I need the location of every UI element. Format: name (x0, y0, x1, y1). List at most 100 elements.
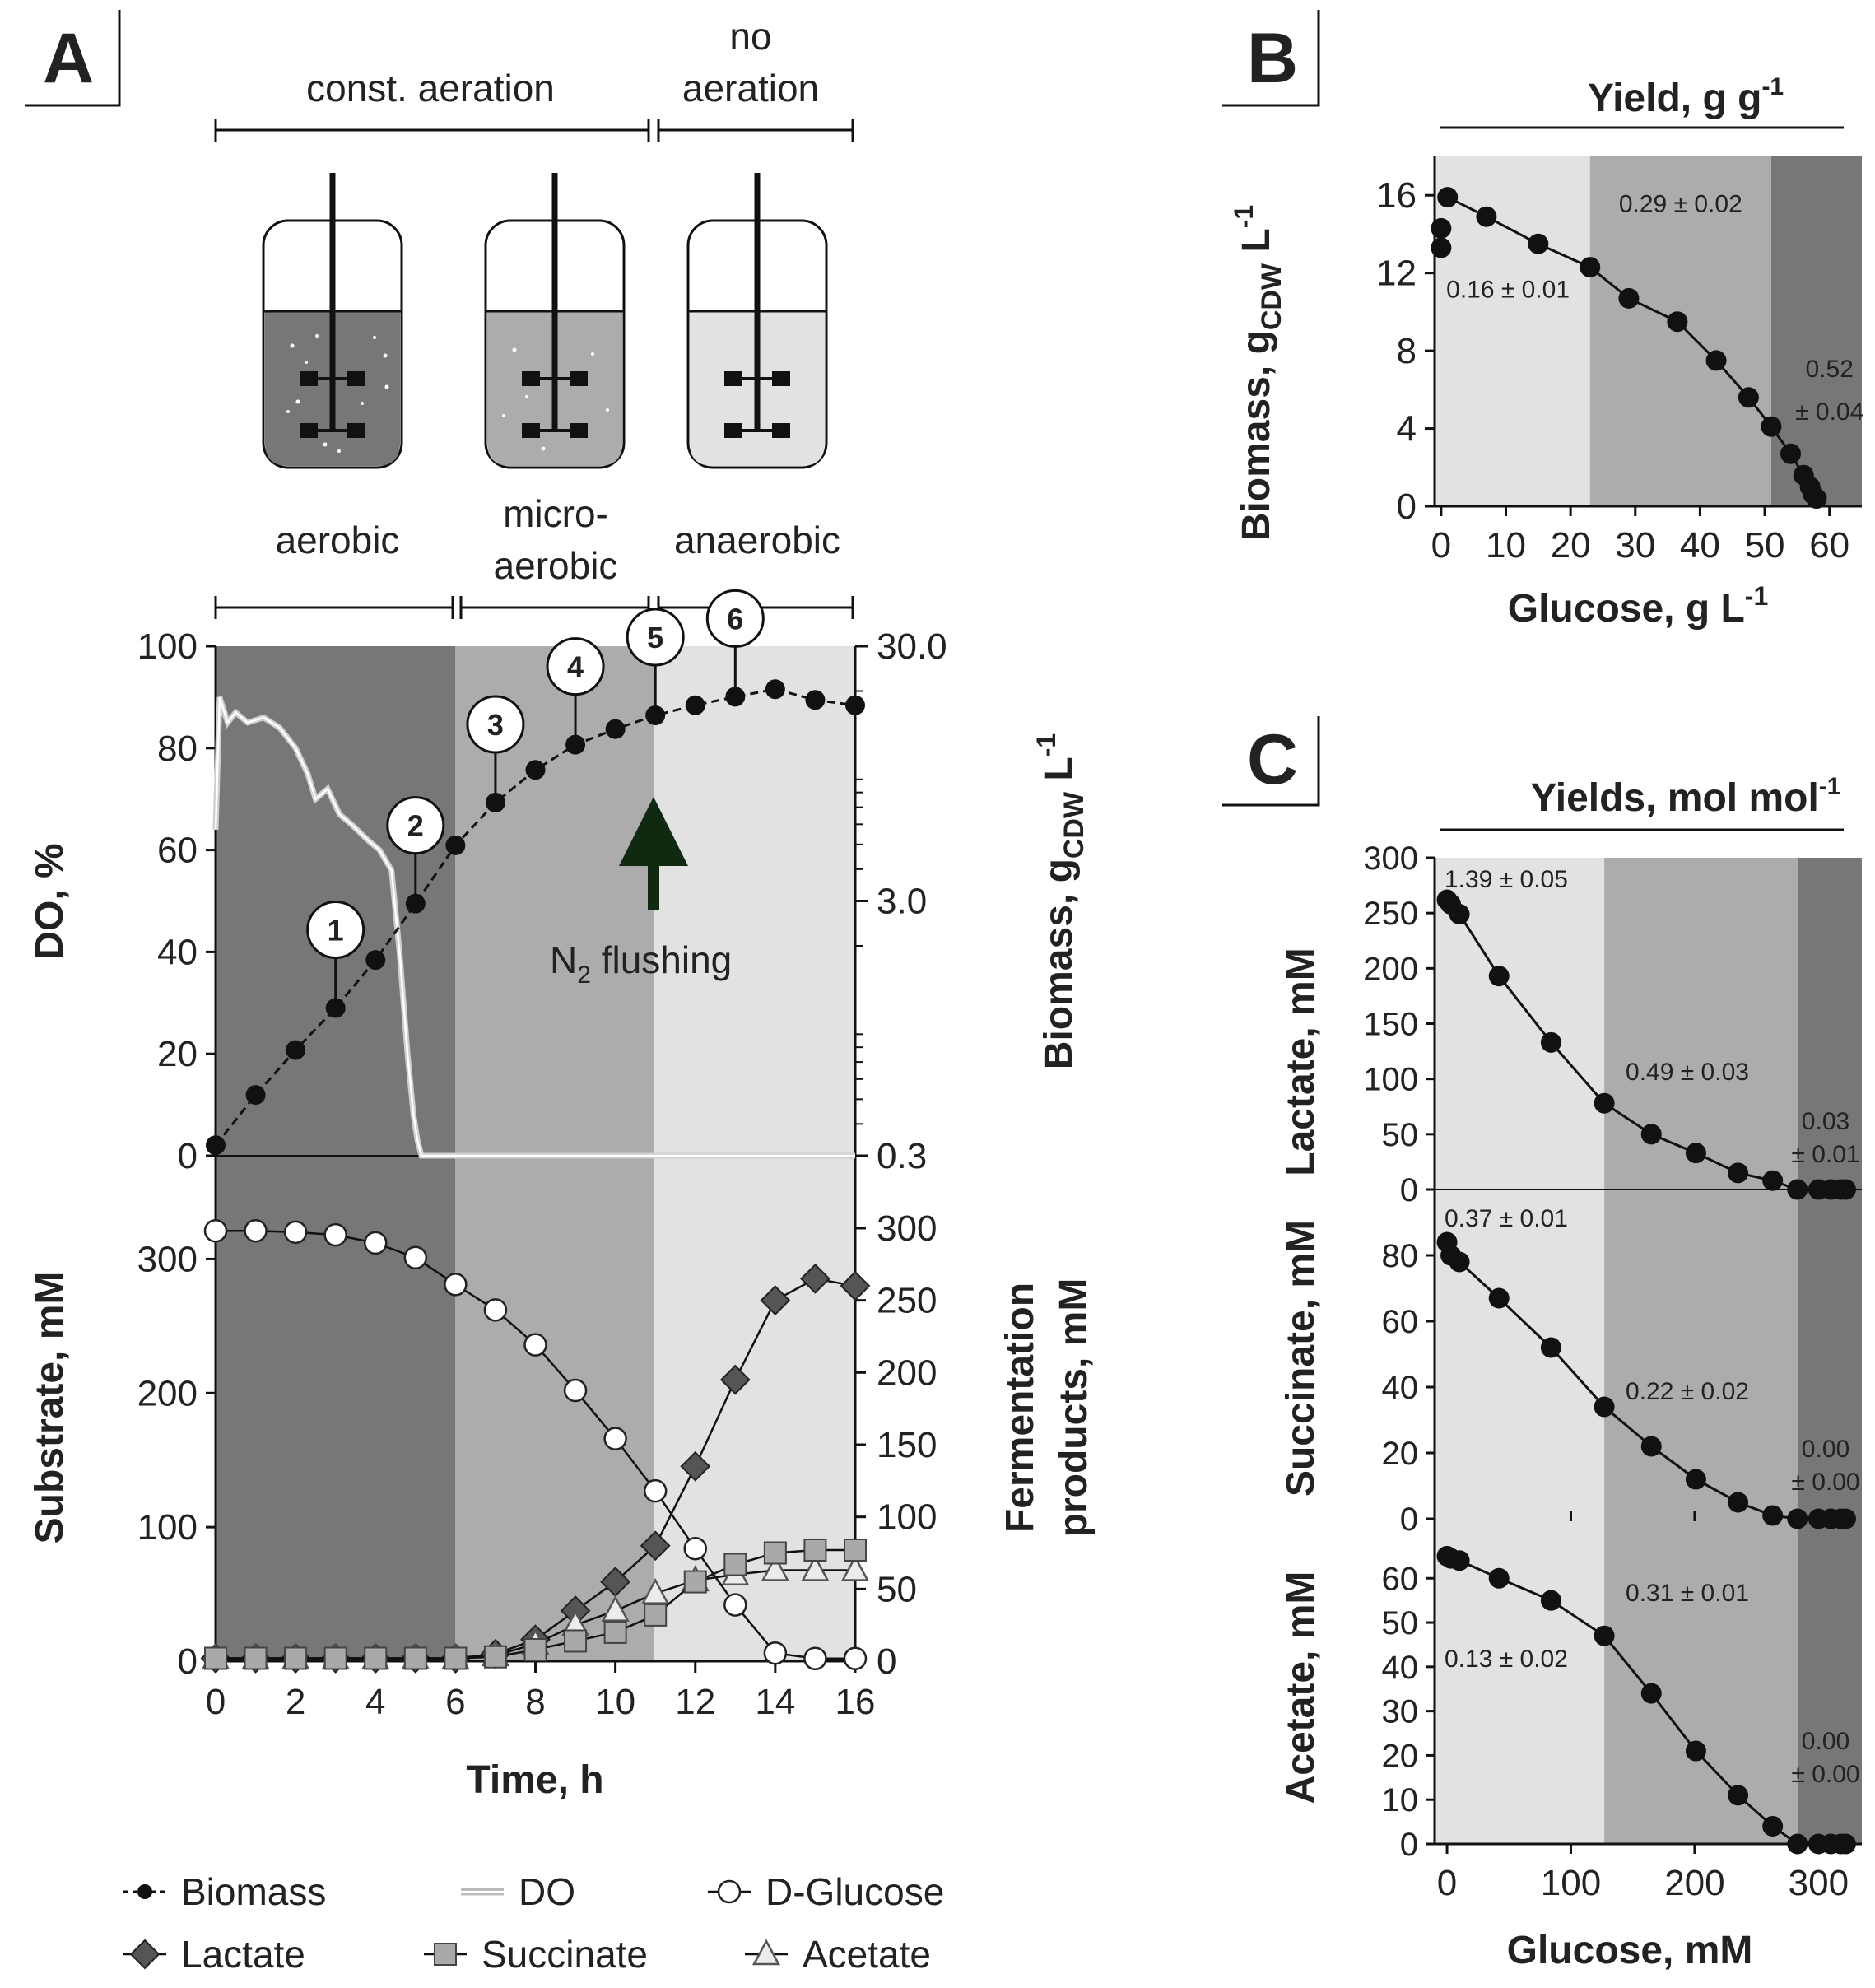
substrate-axis-title: Substrate, mM (28, 1272, 72, 1544)
succinate-point (444, 1646, 468, 1670)
panel-b-x-tick-label: 30 (1615, 525, 1655, 566)
biomass-point (685, 695, 705, 715)
panel-c-y-tick-label: 50 (1382, 1605, 1419, 1641)
glucose-point (843, 1646, 868, 1670)
sample-number: 5 (647, 621, 663, 654)
products-tick-label: 0 (877, 1641, 896, 1682)
panel-c-y-tick-label: 150 (1363, 1007, 1418, 1043)
legend-glucose-marker (717, 1879, 742, 1904)
panel-c-point (1449, 1550, 1470, 1571)
time-tick-label: 4 (365, 1682, 385, 1722)
panel-b-point (1618, 287, 1640, 309)
glucose-point (763, 1641, 788, 1665)
panel-b-y-tick-label: 16 (1376, 175, 1417, 216)
succinate-point (284, 1646, 308, 1670)
glucose-point (683, 1536, 707, 1561)
time-tick-label: 6 (445, 1682, 465, 1722)
glucose-point (403, 1245, 428, 1270)
sample-number: 6 (727, 602, 743, 636)
panel-c-x-title: Glucose, mM (1507, 1929, 1753, 1972)
glucose-point (444, 1273, 468, 1297)
panel-b-x-title: Glucose, g L-1 (1508, 581, 1769, 631)
legend-lactate-marker (129, 1939, 161, 1970)
do-tick-label: 0 (178, 1136, 198, 1176)
glucose-point (523, 1333, 547, 1357)
time-tick-label: 16 (835, 1682, 876, 1722)
panel-a-bottom-plot (200, 1218, 871, 1674)
panel-c-phase-dark (1797, 858, 1862, 1844)
panel-c-yield-label: 0.22 ± 0.02 (1626, 1378, 1749, 1405)
panel-b-x-tick-label: 20 (1551, 525, 1591, 566)
panel-b-title: Yield, g g-1 (1588, 73, 1784, 120)
substrate-tick-label: 0 (178, 1641, 198, 1682)
aeration-brackets (214, 119, 854, 142)
panel-c-yield-label: 0.00 (1802, 1728, 1849, 1755)
biomass-point (805, 690, 826, 710)
panel-c-label-bracket (1222, 716, 1320, 807)
acetate-axis-title: Acetate, mM (1279, 1571, 1323, 1804)
panel-c-yield-label: ± 0.00 (1791, 1761, 1859, 1788)
panel-b-plot: 0 4 8 12 16 0 10 20 30 40 50 60 0.16 ± 0.01 0.29 ± 0.… (1376, 156, 1863, 566)
panel-b-point (1667, 311, 1688, 333)
glucose-point (803, 1646, 827, 1670)
sample-number: 2 (407, 809, 424, 843)
panel-c-yield-label: 0.00 (1802, 1436, 1849, 1463)
biomass-point (525, 760, 546, 780)
panel-b-yield-label: 0.52 (1805, 356, 1853, 383)
acetate-point (801, 1554, 830, 1581)
reactor-microaerobic (484, 173, 626, 469)
panel-a-top-axis-ticks: 0 20 40 60 80 100 0.3 3.0 30.0 (137, 626, 947, 1176)
panel-c-point (1449, 904, 1470, 925)
panel-c-yield-label: 0.49 ± 0.03 (1626, 1059, 1749, 1086)
sample-marker (306, 901, 365, 960)
panel-c-point (1640, 1683, 1662, 1704)
time-tick-label: 8 (525, 1682, 545, 1722)
panel-b-x-tick-label: 50 (1745, 525, 1785, 566)
panel-c-point (1685, 1143, 1706, 1164)
biomass-point (445, 835, 466, 855)
reactor-anaerobic (686, 173, 828, 469)
panel-c-point (1685, 1469, 1706, 1490)
substrate-tick-label: 100 (137, 1507, 198, 1548)
panel-c-y-tick-label: 20 (1382, 1436, 1419, 1472)
lactate-point (760, 1285, 791, 1316)
panel-c-title: Yields, mol mol-1 (1531, 773, 1841, 820)
legend-biomass-label: Biomass (181, 1870, 326, 1913)
panel-c-y-tick-label: 250 (1363, 896, 1418, 932)
time-tick-label: 0 (206, 1682, 226, 1722)
panel-c-point (1787, 1179, 1808, 1200)
phase-aerobic-label: aerobic (276, 519, 400, 561)
glucose-point (563, 1378, 588, 1403)
biomass-point (605, 719, 626, 739)
glucose-point (244, 1218, 268, 1243)
succinate-point (803, 1538, 827, 1562)
panel-c-yield-label: 0.31 ± 0.01 (1626, 1580, 1749, 1607)
legend-biomass-marker (137, 1884, 152, 1899)
panel-c-y-tick-label: 30 (1382, 1694, 1419, 1730)
panel-c-yield-label: ± 0.00 (1791, 1469, 1859, 1496)
panel-b-x-tick-label: 10 (1486, 525, 1526, 566)
glucose-point (723, 1593, 747, 1617)
panel-c-point (1728, 1785, 1749, 1806)
panel-c-y-tick-label: 20 (1382, 1738, 1419, 1774)
products-tick-label: 100 (877, 1497, 937, 1538)
panel-b-y-title: Biomass, gCDW L-1 (1229, 205, 1287, 541)
panel-b-point (1431, 217, 1452, 239)
biomass-point (245, 1085, 266, 1106)
biomass-tick-label: 30.0 (877, 626, 947, 667)
panel-b-phase-light (1435, 156, 1590, 506)
succinate-point (403, 1646, 427, 1670)
panel-c-y-tick-label: 0 (1400, 1501, 1418, 1538)
panel-c-point (1540, 1590, 1561, 1611)
glucose-point (283, 1220, 308, 1245)
no-aeration-label-2: aeration (682, 67, 819, 109)
panel-c-point (1594, 1092, 1615, 1114)
panel-c-point (1540, 1337, 1561, 1358)
panel-a: A const. aeration no aeration (25, 10, 1096, 1802)
biomass-tick-label: 0.3 (877, 1136, 927, 1176)
panel-c-y-tick-label: 10 (1382, 1782, 1419, 1818)
biomass-axis-title: Biomass, gCDW L-1 (1031, 733, 1090, 1069)
panel-c-y-tick-label: 80 (1382, 1238, 1419, 1274)
panel-c-yield-label: 0.37 ± 0.01 (1445, 1205, 1568, 1232)
